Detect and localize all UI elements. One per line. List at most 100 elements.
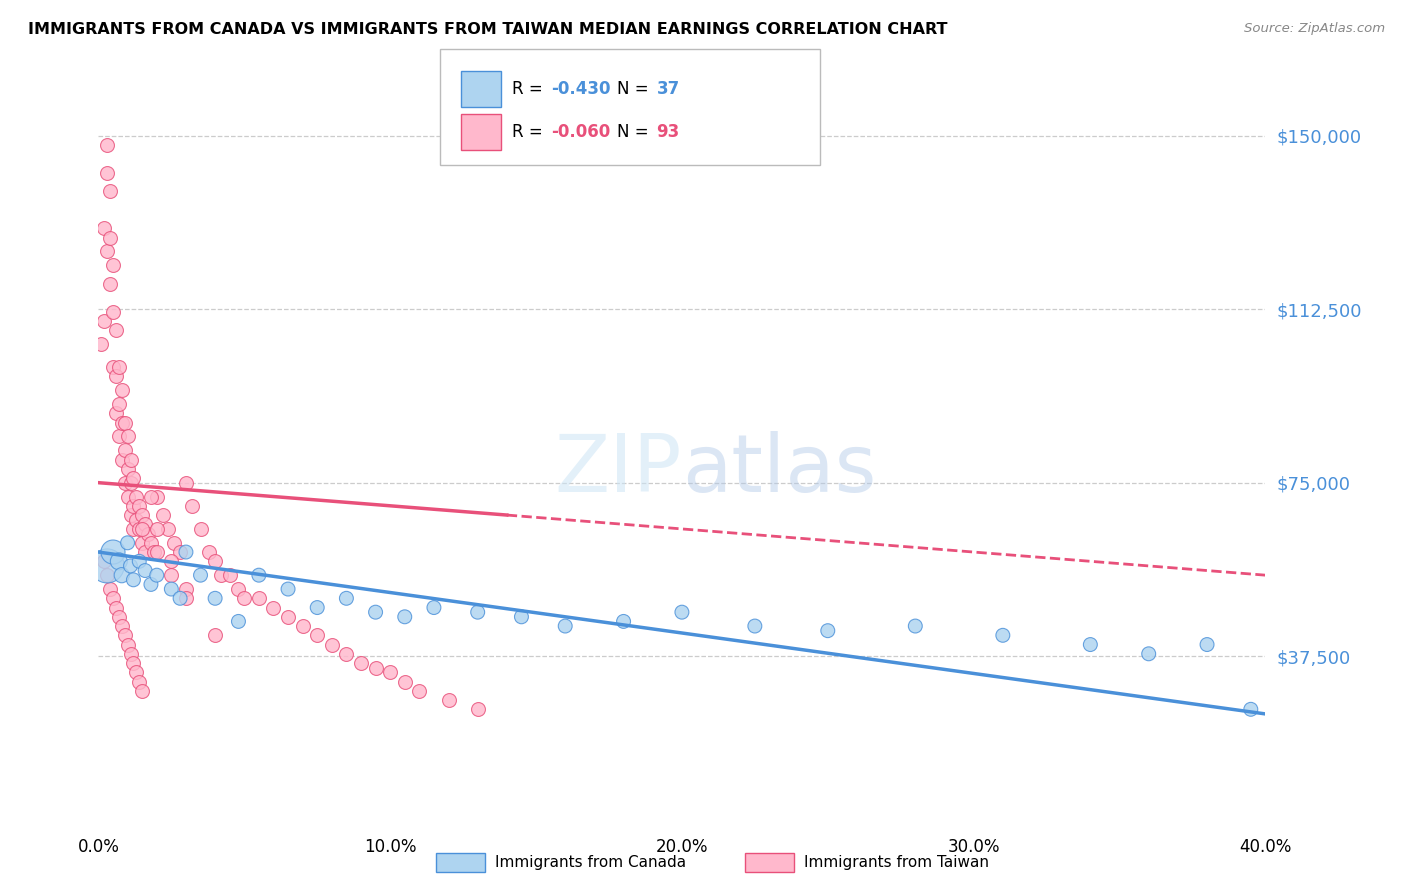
Text: -0.060: -0.060 (551, 123, 610, 141)
Point (122, 471, 145, 485)
Point (101, 591, 124, 606)
Point (122, 499, 145, 513)
Point (104, 369, 127, 384)
Point (101, 304, 124, 318)
Point (394, 674, 416, 689)
Text: IMMIGRANTS FROM CANADA VS IMMIGRANTS FROM TAIWAN MEDIAN EARNINGS CORRELATION CHA: IMMIGRANTS FROM CANADA VS IMMIGRANTS FRO… (28, 22, 948, 37)
Point (125, 665, 148, 680)
Point (228, 582, 250, 596)
Point (120, 558, 142, 573)
Point (134, 545, 156, 559)
Point (98, 230, 121, 244)
Point (228, 615, 250, 629)
Point (122, 573, 145, 587)
Point (131, 508, 153, 522)
Point (1080, 638, 1102, 652)
Point (104, 406, 127, 420)
Point (218, 568, 240, 582)
Point (117, 638, 139, 652)
Point (174, 591, 197, 606)
Point (991, 628, 1014, 642)
Point (190, 568, 212, 582)
Text: ZIP: ZIP (554, 431, 682, 509)
Point (98, 184, 121, 198)
Point (163, 536, 186, 550)
Point (277, 582, 299, 596)
Text: N =: N = (617, 123, 654, 141)
Text: 93: 93 (657, 123, 681, 141)
Text: R =: R = (512, 80, 548, 98)
Point (125, 490, 148, 504)
Point (134, 564, 156, 578)
Point (262, 600, 284, 615)
Point (90, 337, 112, 351)
Point (136, 526, 159, 541)
Point (104, 323, 127, 337)
Text: R =: R = (512, 123, 548, 141)
Point (335, 591, 357, 606)
Point (160, 554, 183, 568)
Point (117, 462, 139, 476)
Text: Source: ZipAtlas.com: Source: ZipAtlas.com (1244, 22, 1385, 36)
Point (307, 628, 329, 642)
Point (93, 221, 115, 235)
Point (114, 416, 136, 430)
Point (204, 628, 226, 642)
Point (146, 568, 169, 582)
Text: N =: N = (617, 80, 654, 98)
Point (93, 554, 115, 568)
Point (93, 314, 115, 328)
Point (96, 568, 118, 582)
Point (128, 522, 150, 536)
Point (131, 522, 153, 536)
Point (96, 244, 118, 259)
Point (174, 475, 197, 490)
Point (554, 619, 576, 633)
Point (108, 359, 131, 374)
Point (98, 277, 121, 291)
Point (612, 615, 634, 629)
Point (467, 702, 489, 716)
Point (364, 661, 387, 675)
Point (96, 166, 118, 180)
Point (291, 619, 314, 633)
Point (307, 600, 329, 615)
Point (209, 568, 232, 582)
Point (128, 499, 150, 513)
Point (817, 624, 839, 638)
Point (111, 452, 134, 467)
Point (120, 508, 142, 522)
Point (321, 638, 343, 652)
Point (247, 591, 270, 606)
Point (114, 628, 136, 642)
Point (96, 138, 118, 153)
Point (111, 568, 134, 582)
Point (364, 605, 387, 619)
Point (233, 591, 256, 606)
Point (101, 545, 124, 559)
Point (169, 591, 191, 606)
Point (744, 619, 766, 633)
Point (120, 647, 142, 661)
Point (122, 522, 145, 536)
Point (139, 490, 162, 504)
Point (111, 416, 134, 430)
Point (190, 522, 212, 536)
Point (467, 605, 489, 619)
Point (204, 591, 226, 606)
Point (394, 609, 416, 624)
Point (160, 568, 183, 582)
Point (101, 359, 124, 374)
Point (104, 600, 127, 615)
Text: -0.430: -0.430 (551, 80, 610, 98)
Point (98, 582, 121, 596)
Point (247, 568, 270, 582)
Point (204, 554, 226, 568)
Point (160, 582, 183, 596)
Point (108, 429, 131, 443)
Point (111, 619, 134, 633)
Point (131, 683, 153, 698)
Point (146, 490, 169, 504)
Point (174, 582, 197, 596)
Point (335, 647, 357, 661)
